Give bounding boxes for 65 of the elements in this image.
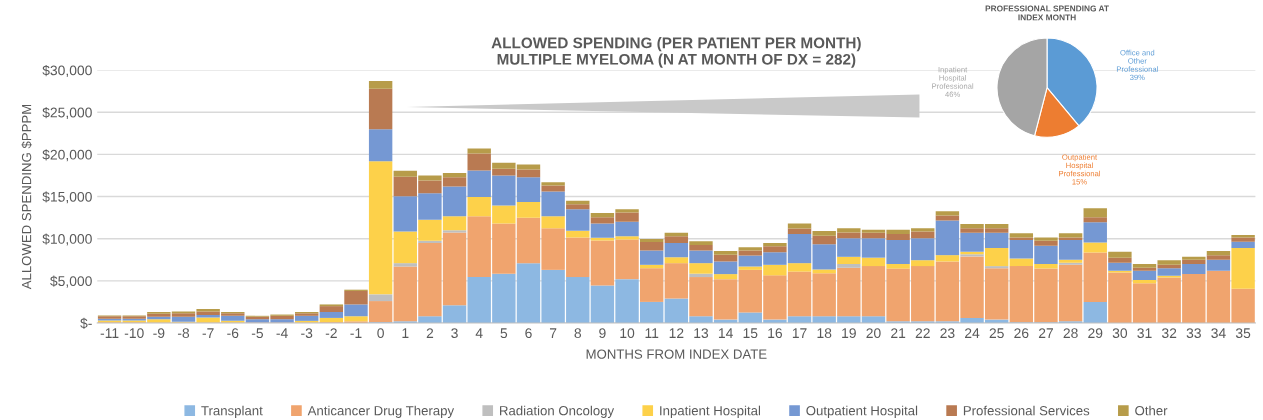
x-tick-label: 7 (549, 328, 557, 338)
x-tick-label: 12 (669, 328, 684, 338)
x-tick-label: 9 (599, 328, 606, 339)
legend-label: Professional Services (963, 405, 1090, 416)
y-axis-title: ALLOWED SPENDING $PPPM (21, 104, 33, 290)
x-tick-label: -1 (350, 328, 362, 338)
x-tick-label: 20 (866, 328, 881, 339)
legend-label: Inpatient Hospital (660, 405, 761, 418)
x-tick-label: 5 (500, 328, 508, 339)
x-tick-label: -3 (301, 328, 313, 339)
x-tick-label: 15 (743, 328, 758, 339)
x-tick-label: 22 (915, 328, 930, 338)
x-tick-label: -6 (227, 328, 239, 339)
x-tick-label: 27 (1038, 328, 1053, 338)
legend-label: Outpatient Hospital (806, 405, 918, 418)
x-tick-label: -2 (325, 328, 337, 338)
legend-label: Other (1135, 405, 1168, 416)
y-tick-label: $5,000 (50, 275, 92, 288)
x-tick-label: -9 (153, 328, 165, 339)
legend-label: Transplant (201, 405, 263, 418)
x-tick-label: -5 (251, 328, 264, 339)
x-tick-label: 24 (965, 328, 980, 338)
x-tick-label: 31 (1137, 328, 1152, 339)
x-tick-label: 13 (694, 328, 709, 339)
x-tick-label: 29 (1088, 328, 1103, 339)
x-tick-label: 19 (842, 328, 856, 339)
x-tick-label: 10 (620, 328, 635, 339)
x-tick-label: -7 (202, 328, 214, 338)
x-tick-label: 25 (989, 328, 1004, 339)
x-tick-label: 1 (402, 328, 409, 338)
x-tick-label: 17 (792, 328, 807, 338)
x-tick-label: 6 (525, 328, 532, 339)
x-tick-label: -11 (100, 328, 119, 338)
x-tick-label: 21 (891, 328, 906, 338)
y-tick-label: $30,000 (42, 64, 92, 77)
x-tick-label: 33 (1186, 328, 1201, 339)
x-tick-label: 32 (1161, 328, 1177, 339)
x-tick-label: 23 (940, 328, 955, 339)
x-tick-label: 8 (574, 328, 582, 339)
x-tick-label: -8 (177, 328, 190, 339)
x-tick-label: 2 (426, 328, 434, 338)
x-tick-label: 35 (1235, 328, 1251, 339)
x-tick-label: 14 (718, 328, 733, 338)
x-tick-label: 3 (451, 328, 458, 339)
y-tick-label: $25,000 (42, 107, 92, 120)
x-tick-label: 16 (768, 328, 783, 339)
y-tick-label: $20,000 (42, 149, 92, 162)
x-tick-label: 4 (475, 328, 483, 338)
y-tick-label: $15,000 (42, 191, 92, 204)
x-tick-label: 28 (1063, 328, 1078, 339)
legend-label: Anticancer Drug Therapy (307, 405, 455, 418)
chart-title: ALLOWED SPENDING (PER PATIENT PER MONTH) MULTIPLE MYELOMA (N AT MONTH OF DX = 282) (491, 37, 861, 68)
x-tick-label: 30 (1112, 328, 1128, 339)
x-tick-label: -4 (276, 328, 288, 338)
x-tick-label: -10 (124, 328, 144, 339)
x-tick-label: 34 (1211, 328, 1226, 339)
y-tick-label: $- (80, 317, 92, 329)
x-tick-label: 0 (377, 328, 384, 339)
x-tick-label: 26 (1014, 328, 1029, 339)
legend-label: Radiation Oncology (500, 405, 615, 418)
chart-title: PROFESSIONAL SPENDING AT INDEX MONTH (985, 5, 1109, 21)
x-axis-title: MONTHS FROM INDEX DATE (586, 349, 767, 359)
x-tick-label: 18 (817, 328, 832, 339)
y-tick-label: $10,000 (42, 233, 92, 246)
x-tick-label: 11 (645, 328, 659, 338)
